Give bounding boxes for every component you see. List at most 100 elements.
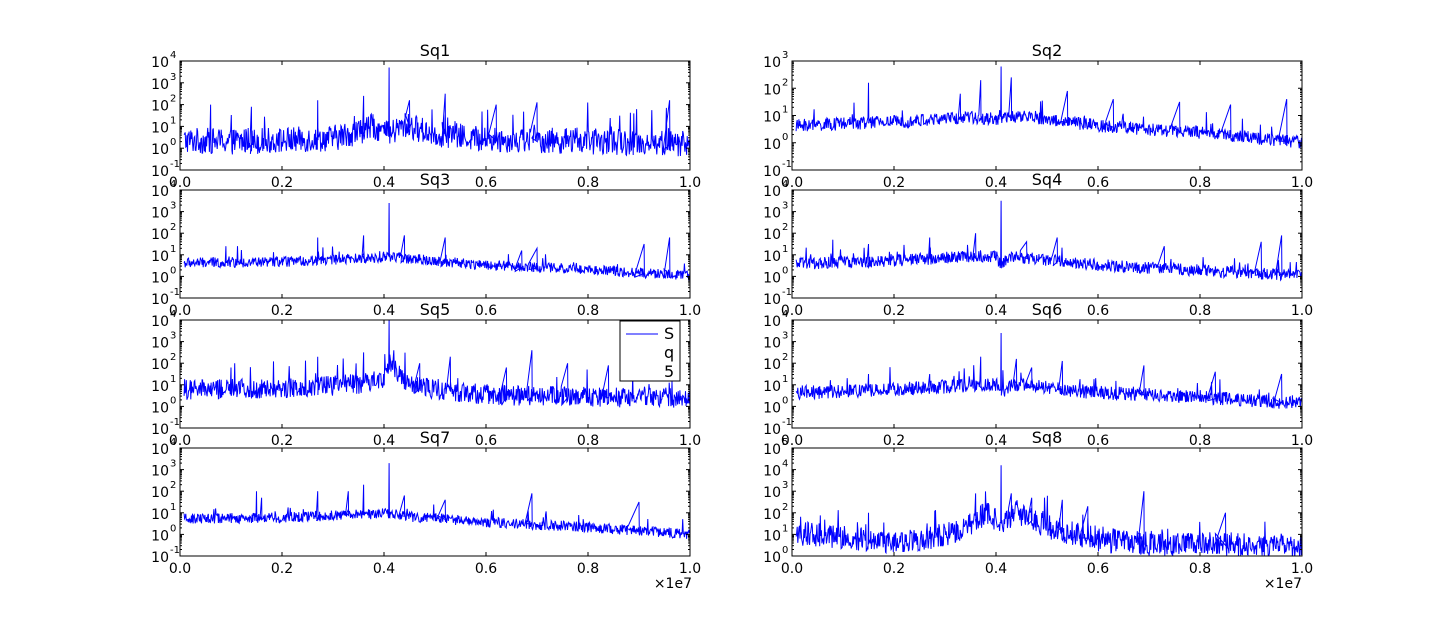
panel-5-y-tick-exponent: 1	[170, 374, 176, 385]
panel-6-y-tick-label: 10	[763, 314, 781, 330]
panel-8-y-tick-label: 10	[763, 485, 781, 501]
panel-2-y-tick-exponent: 3	[782, 50, 788, 61]
panel-3-x-tick-label: 0.4	[373, 303, 395, 319]
panel-4-x-tick-label: 0.8	[1189, 303, 1211, 319]
panel-3-y-tick-label: 10	[151, 227, 169, 243]
panel-6-y-tick-label: 10	[763, 336, 781, 352]
panel-5-y-tick-label: 10	[151, 357, 169, 373]
panel-8-x-tick-label: 0.8	[1189, 561, 1211, 577]
panel-7-y-tick-label: 10	[151, 464, 169, 480]
panel-4-y-tick-label: 10	[763, 206, 781, 222]
panel-8-x-tick-label: 0.4	[985, 561, 1007, 577]
panel-2-y-tick-label: 10	[763, 82, 781, 98]
panel-2-title: Sq2	[1032, 41, 1063, 60]
panel-2-y-tick-label: 10	[763, 164, 781, 180]
panel-3-x-tick-label: 0.2	[271, 303, 293, 319]
panel-3-title: Sq3	[420, 170, 451, 189]
panel-7-y-tick-label: 10	[151, 485, 169, 501]
panel-8-y-tick-exponent: 2	[782, 502, 788, 513]
panel-3-y-tick-label: 10	[151, 270, 169, 286]
panel-8-x-tick-label: 1.0	[1291, 561, 1313, 577]
panel-2-y-tick-exponent: 1	[782, 105, 788, 116]
panel-5-legend: Sq5	[620, 321, 680, 381]
panel-2-x-tick-label: 1.0	[1291, 175, 1313, 191]
panel-1-x-tick-label: 0.4	[373, 175, 395, 191]
panel-5-x-tick-label: 0.4	[373, 433, 395, 449]
panel-7-y-tick-exponent: 3	[170, 459, 176, 470]
panel-4-y-tick-exponent: 0	[782, 265, 788, 276]
panel-7-x-tick-label: 0.6	[475, 561, 497, 577]
panel-4-x-tick-label: 0.4	[985, 303, 1007, 319]
panel-2-x-tick-label: 0.2	[883, 175, 905, 191]
panel-8-x-tick-label: 0.0	[781, 561, 803, 577]
panel-7-x-tick-label: 1.0	[679, 561, 701, 577]
panel-8-y-tick-exponent: 4	[782, 459, 788, 470]
panel-3-x-tick-label: 0.6	[475, 303, 497, 319]
panel-4-y-tick-label: 10	[763, 184, 781, 200]
panel-3-y-tick-label: 10	[151, 184, 169, 200]
panel-7-x-tick-label: 0.0	[169, 561, 191, 577]
panel-4-x-tick-label: 0.2	[883, 303, 905, 319]
panel-1-y-tick-label: 10	[151, 99, 169, 115]
panel-2-y-tick-exponent: -1	[782, 159, 792, 170]
panel-4-y-tick-exponent: 4	[782, 179, 788, 190]
panel-5-x-tick-label: 0.8	[577, 433, 599, 449]
panel-1-x-tick-label: 0.6	[475, 175, 497, 191]
panel-1-y-tick-label: 10	[151, 120, 169, 136]
panel-5-y-tick-label: 10	[151, 314, 169, 330]
panel-5-y-tick-label: 10	[151, 336, 169, 352]
panel-2-y-tick-label: 10	[763, 137, 781, 153]
panel-8-y-tick-exponent: 1	[782, 523, 788, 534]
panel-4-y-tick-label: 10	[763, 249, 781, 265]
panel-7-x-tick-label: 0.8	[577, 561, 599, 577]
panel-2-y-tick-label: 10	[763, 110, 781, 126]
panel-3-y-tick-exponent: 2	[170, 222, 176, 233]
panel-5-y-tick-label: 10	[151, 400, 169, 416]
panel-7-y-tick-exponent: 2	[170, 480, 176, 491]
panel-3-x-tick-label: 0.8	[577, 303, 599, 319]
panel-3-y-tick-label: 10	[151, 249, 169, 265]
panel-6-y-tick-exponent: 4	[782, 309, 788, 320]
panel-8-y-tick-exponent: 0	[782, 545, 788, 556]
panel-1-y-tick-label: 10	[151, 142, 169, 158]
panel-6-y-tick-label: 10	[763, 379, 781, 395]
panel-2-y-tick-exponent: 2	[782, 77, 788, 88]
panel-5-legend-entry: q	[664, 343, 674, 362]
panel-7-y-tick-exponent: -1	[170, 545, 180, 556]
panel-6-x-tick-label: 0.2	[883, 433, 905, 449]
panel-3-y-tick-exponent: 1	[170, 244, 176, 255]
panel-3-x-tick-label: 1.0	[679, 303, 701, 319]
panel-4-x-tick-label: 1.0	[1291, 303, 1313, 319]
panel-4-y-tick-exponent: 2	[782, 222, 788, 233]
panel-5-x-tick-label: 0.6	[475, 433, 497, 449]
panel-4-title: Sq4	[1032, 170, 1063, 189]
panel-1-title: Sq1	[420, 41, 451, 60]
panel-7-y-tick-label: 10	[151, 507, 169, 523]
panel-3-y-tick-exponent: 0	[170, 265, 176, 276]
panel-4-y-tick-exponent: -1	[782, 287, 792, 298]
panel-3-y-tick-exponent: -1	[170, 287, 180, 298]
panel-6-y-tick-exponent: 1	[782, 374, 788, 385]
panel-2-x-tick-label: 0.6	[1087, 175, 1109, 191]
panel-1-y-tick-label: 10	[151, 55, 169, 71]
panel-2-x-tick-label: 0.8	[1189, 175, 1211, 191]
panel-6-x-tick-label: 0.4	[985, 433, 1007, 449]
panel-1-y-tick-exponent: 4	[170, 50, 176, 61]
panel-1-y-tick-label: 10	[151, 164, 169, 180]
panel-6-y-tick-exponent: -1	[782, 417, 792, 428]
panel-7-x-tick-label: 0.4	[373, 561, 395, 577]
panel-1-y-tick-exponent: 3	[170, 72, 176, 83]
panel-4-y-tick-label: 10	[763, 270, 781, 286]
panel-5-legend-entry: S	[664, 324, 674, 343]
panel-5-y-tick-exponent: 2	[170, 352, 176, 363]
panel-6-y-tick-exponent: 0	[782, 395, 788, 406]
panel-5-y-tick-label: 10	[151, 422, 169, 438]
panel-4-y-tick-exponent: 3	[782, 201, 788, 212]
panel-1-y-tick-exponent: 0	[170, 137, 176, 148]
panel-1-y-tick-exponent: 1	[170, 115, 176, 126]
panel-1-x-tick-label: 1.0	[679, 175, 701, 191]
panel-6-y-tick-exponent: 2	[782, 352, 788, 363]
panel-7-y-tick-exponent: 0	[170, 523, 176, 534]
panel-6-x-tick-label: 1.0	[1291, 433, 1313, 449]
